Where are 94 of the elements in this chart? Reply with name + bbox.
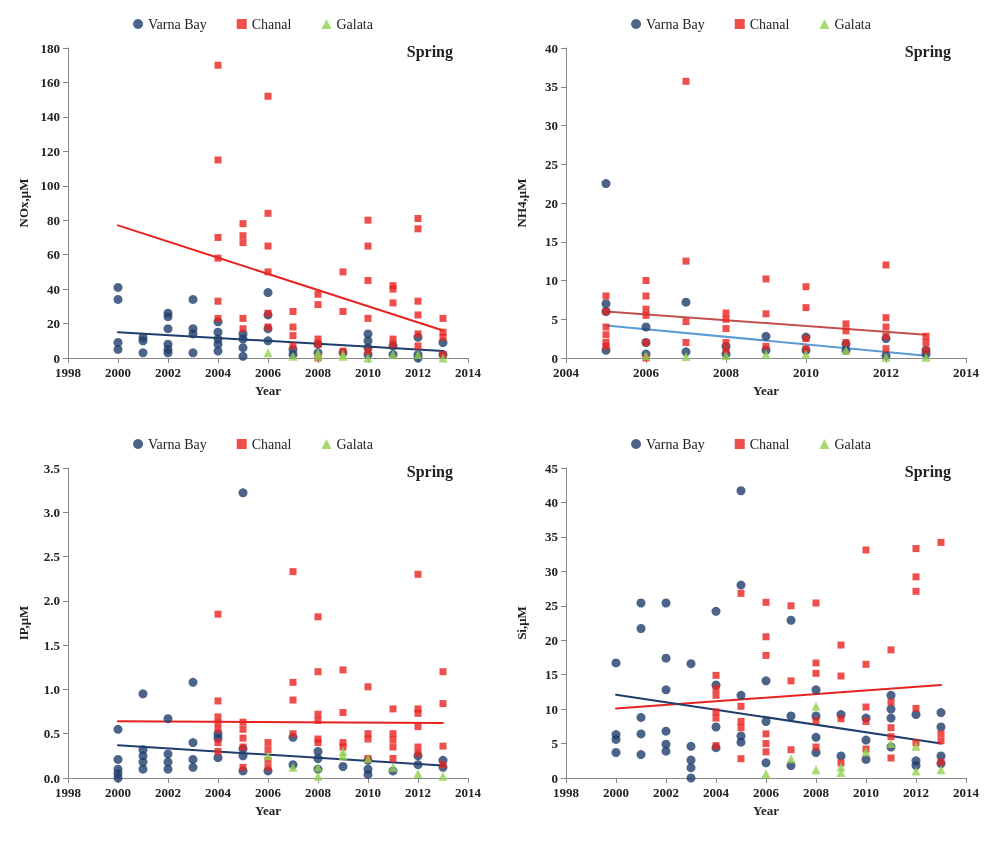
y-tick-label: 35 [545,529,559,545]
x-tick-label: 2014 [455,365,482,380]
x-tick-label: 2004 [205,785,232,800]
y-axis-title: Si,μM [514,606,529,640]
x-axis-title: Year [255,383,282,398]
x-tick-label: 2014 [455,785,482,800]
chart-title: Spring [904,42,952,61]
legend-label: Galata [834,436,872,452]
x-axis-title: Year [255,803,282,818]
chart-title: Spring [406,462,454,481]
y-axis-title: NH4,μM [514,178,529,228]
y-tick-label: 25 [545,598,559,614]
y-tick-label: 3.5 [43,460,61,476]
y-tick-label: 30 [545,563,558,579]
y-axis-title: NOx,μM [15,178,31,228]
y-tick-label: 15 [545,667,559,683]
x-tick-label: 2010 [355,785,381,800]
legend-label: Varna Bay [148,436,207,452]
legend-label: Chanal [749,16,790,32]
y-tick-label: 45 [545,460,559,476]
x-tick-label: 2000 [105,365,131,380]
y-tick-label: 60 [47,247,60,263]
y-axis-title: IP,μM [16,605,31,641]
y-tick-label: 15 [545,234,559,250]
y-tick-label: 30 [545,118,558,133]
y-tick-label: 0.0 [43,770,60,786]
y-tick-label: 10 [545,273,558,288]
legend-label: Galata [336,436,374,452]
y-tick-label: 40 [545,40,558,56]
x-tick-label: 2006 [633,365,660,380]
x-tick-label: 2008 [305,785,332,800]
y-tick-label: 40 [545,494,558,510]
x-tick-label: 2014 [953,785,980,800]
y-tick-label: 25 [545,156,559,172]
x-tick-label: 2004 [553,365,580,380]
y-tick-label: 0 [551,350,558,366]
y-tick-label: 20 [545,195,558,211]
legend-label: Chanal [749,436,790,452]
y-tick-label: 2.0 [43,593,60,609]
y-tick-label: 120 [40,143,60,159]
x-tick-label: 2000 [603,785,629,800]
y-tick-label: 1.0 [43,681,60,697]
x-tick-label: 2008 [713,365,740,380]
y-tick-label: 2.5 [43,549,61,565]
x-tick-label: 2000 [105,785,131,800]
x-tick-label: 2008 [305,365,332,380]
x-tick-label: 2006 [255,785,282,800]
chart-title: Spring [406,42,454,61]
y-tick-label: 160 [40,74,60,90]
legend-label: Varna Bay [646,436,705,452]
x-tick-label: 1998 [55,785,82,800]
x-tick-label: 2002 [653,785,679,800]
legend-label: Chanal [251,16,292,32]
x-tick-label: 2014 [953,365,980,380]
y-tick-label: 3.0 [43,504,60,520]
x-tick-label: 2004 [205,365,232,380]
y-tick-label: 1.5 [43,637,61,653]
y-tick-label: 5 [551,311,559,327]
x-tick-label: 2012 [873,365,899,380]
chart-title: Spring [904,462,952,481]
y-tick-label: 80 [47,212,60,228]
y-tick-label: 0 [53,350,60,366]
y-tick-label: 140 [40,109,60,125]
y-tick-label: 180 [40,40,60,56]
x-tick-label: 2004 [703,785,730,800]
y-tick-label: 0 [551,770,558,786]
x-axis-title: Year [753,383,780,398]
x-tick-label: 1998 [553,785,580,800]
x-tick-label: 2006 [255,365,282,380]
y-tick-label: 40 [47,281,60,297]
x-axis-title: Year [753,803,780,818]
x-tick-label: 2012 [903,785,929,800]
y-tick-label: 100 [40,178,60,194]
legend-label: Chanal [251,436,292,452]
x-tick-label: 2012 [405,365,431,380]
x-tick-label: 2010 [853,785,879,800]
x-tick-label: 1998 [55,365,82,380]
x-tick-label: 2012 [405,785,431,800]
y-tick-label: 10 [545,701,558,717]
x-tick-label: 2006 [753,785,780,800]
y-tick-label: 0.5 [43,726,61,742]
x-tick-label: 2008 [803,785,830,800]
y-tick-label: 35 [545,79,559,95]
y-tick-label: 20 [47,316,60,332]
legend-label: Varna Bay [148,16,207,32]
y-tick-label: 5 [551,736,559,752]
legend-label: Galata [834,16,872,32]
legend-label: Galata [336,16,374,32]
x-tick-label: 2002 [155,365,181,380]
legend-label: Varna Bay [646,16,705,32]
x-tick-label: 2002 [155,785,181,800]
y-tick-label: 20 [545,632,558,648]
x-tick-label: 2010 [793,365,819,380]
x-tick-label: 2010 [355,365,381,380]
